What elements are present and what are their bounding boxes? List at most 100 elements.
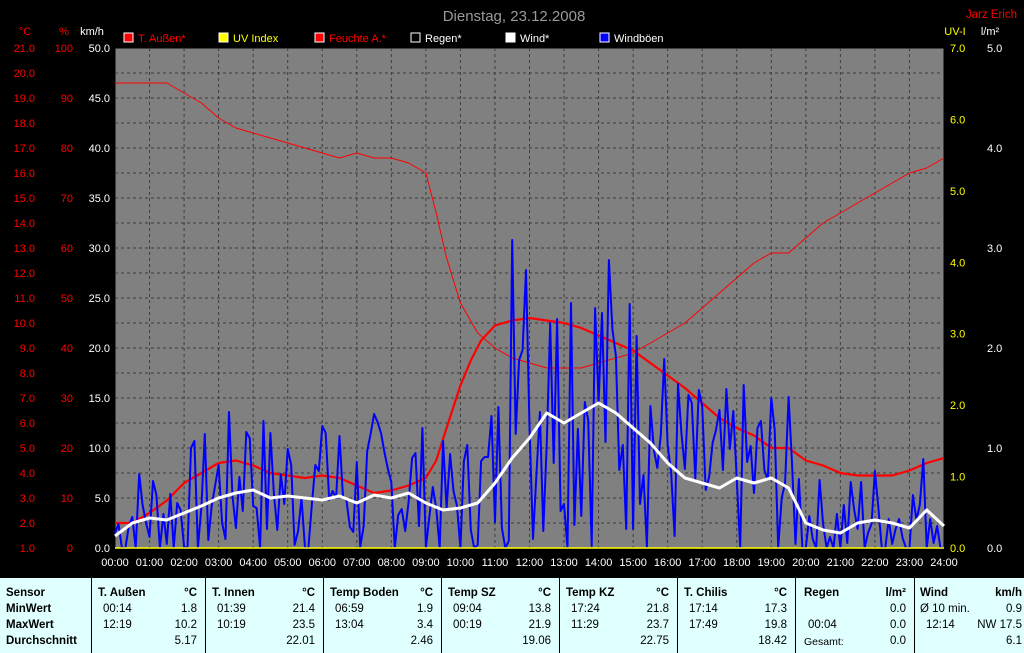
time-tick-label: 02:00 — [170, 557, 198, 569]
wind-max-time: 12:14 — [926, 619, 955, 631]
rain-tick-label: 5.0 — [987, 43, 1002, 55]
chart-title: Dienstag, 23.12.2008 — [443, 8, 586, 25]
time-tick-label: 00:00 — [101, 557, 129, 569]
min-value: 17.3 — [764, 603, 787, 615]
max-time: 12:19 — [103, 619, 132, 631]
min-value: 1.9 — [417, 603, 433, 615]
chart-legend: T. Außen* UV Index Feuchte A.* Regen* Wind* W… — [123, 32, 664, 45]
temp-tick-label: 11.0 — [14, 293, 35, 305]
legend-swatch — [314, 32, 325, 43]
wind-average: 6.1 — [1006, 635, 1022, 647]
humidity-tick-label: 10 — [61, 493, 73, 505]
wind-tick-label: 15.0 — [89, 393, 110, 405]
wind-title: Wind — [920, 587, 948, 599]
label-durchschnitt: Durchschnitt — [6, 635, 77, 647]
wind-tick-label: 25.0 — [89, 293, 110, 305]
regen-max-time: 00:04 — [808, 619, 837, 631]
time-tick-label: 01:00 — [136, 557, 164, 569]
max-value: 23.7 — [646, 619, 669, 631]
average-value: 2.46 — [410, 635, 433, 647]
time-tick-label: 12:00 — [516, 557, 544, 569]
wind-axis-unit: km/h — [80, 26, 104, 38]
rain-axis-unit: l/m² — [981, 26, 1000, 38]
humidity-tick-label: 100 — [55, 43, 73, 55]
min-time: 17:24 — [571, 603, 600, 615]
stats-column: T. Außen °C 00:14 1.8 12:19 10.2 5.17 — [92, 578, 206, 653]
temp-tick-label: 2.0 — [20, 518, 35, 530]
wind-tick-label: 0.0 — [95, 543, 110, 555]
stats-row-labels: Sensor MinWert MaxWert Durchschnitt — [0, 578, 92, 653]
rain-tick-label: 3.0 — [987, 243, 1002, 255]
stats-column: Temp KZ °C 17:24 21.8 11:29 23.7 22.75 — [560, 578, 678, 653]
temp-tick-label: 20.0 — [14, 68, 35, 80]
temp-tick-label: 7.0 — [20, 393, 35, 405]
legend-swatch — [218, 32, 229, 43]
time-tick-label: 14:00 — [585, 557, 613, 569]
max-value: 19.8 — [764, 619, 787, 631]
uv-tick-label: 6.0 — [950, 114, 965, 126]
max-value: 10.2 — [174, 619, 197, 631]
stats-column-regen: Regen l/m² 0.0 00:04 0.0 Gesamt: 0.0 — [796, 578, 915, 653]
time-tick-label: 03:00 — [205, 557, 233, 569]
wind-avg-label: Ø 10 min. — [920, 603, 970, 615]
max-time: 17:49 — [689, 619, 718, 631]
time-tick-label: 18:00 — [723, 557, 751, 569]
sensor-unit: °C — [774, 587, 787, 599]
temp-tick-label: 8.0 — [20, 368, 35, 380]
average-value: 19.06 — [522, 635, 551, 647]
humidity-tick-label: 50 — [61, 293, 73, 305]
sensor-unit: °C — [302, 587, 315, 599]
legend-swatch — [410, 32, 421, 43]
wind-tick-label: 35.0 — [89, 193, 110, 205]
temp-tick-label: 6.0 — [20, 418, 35, 430]
humidity-tick-label: 80 — [61, 143, 73, 155]
sensor-unit: °C — [538, 587, 551, 599]
legend-label: Windböen — [614, 33, 664, 45]
regen-max-value: 0.0 — [890, 619, 906, 631]
uv-tick-label: 3.0 — [950, 329, 965, 341]
temp-tick-label: 12.0 — [14, 268, 35, 280]
legend-label: UV Index — [233, 33, 279, 45]
stats-column: T. Innen °C 01:39 21.4 10:19 23.5 22.01 — [206, 578, 324, 653]
temp-tick-label: 4.0 — [20, 468, 35, 480]
time-tick-label: 09:00 — [412, 557, 440, 569]
sensor-title: T. Chilis — [684, 587, 728, 599]
time-tick-label: 04:00 — [239, 557, 267, 569]
regen-unit: l/m² — [885, 587, 906, 599]
wind-tick-label: 20.0 — [89, 343, 110, 355]
temp-axis-unit: °C — [19, 26, 31, 38]
temp-tick-label: 13.0 — [14, 243, 35, 255]
sensor-title: Temp SZ — [448, 587, 496, 599]
min-value: 21.8 — [646, 603, 669, 615]
time-tick-label: 11:00 — [482, 557, 509, 569]
min-value: 13.8 — [528, 603, 551, 615]
average-value: 22.75 — [640, 635, 669, 647]
uv-tick-label: 1.0 — [950, 472, 965, 484]
time-tick-label: 16:00 — [654, 557, 682, 569]
temp-tick-label: 9.0 — [20, 343, 35, 355]
wind-tick-label: 50.0 — [89, 43, 110, 55]
time-tick-label: 21:00 — [827, 557, 855, 569]
time-tick-label: 08:00 — [378, 557, 406, 569]
temp-tick-label: 19.0 — [14, 93, 35, 105]
legend-label: Feuchte A.* — [329, 33, 387, 45]
min-time: 09:04 — [453, 603, 482, 615]
legend-label: Wind* — [520, 33, 550, 45]
author-label: Jarz Erich — [966, 9, 1017, 21]
temp-tick-label: 16.0 — [14, 168, 35, 180]
uv-tick-label: 5.0 — [950, 186, 965, 198]
average-value: 18.42 — [758, 635, 787, 647]
temp-tick-label: 5.0 — [20, 443, 35, 455]
time-tick-label: 24:00 — [930, 557, 958, 569]
wind-avg-value: 0.9 — [1006, 603, 1022, 615]
rain-tick-label: 0.0 — [987, 543, 1002, 555]
sensor-title: T. Innen — [212, 587, 255, 599]
statistics-panel: Sensor MinWert MaxWert Durchschnitt T. A… — [0, 578, 1024, 653]
max-time: 10:19 — [217, 619, 246, 631]
time-tick-label: 15:00 — [619, 557, 647, 569]
time-tick-label: 06:00 — [308, 557, 336, 569]
uv-axis-unit: UV-I — [944, 26, 965, 38]
max-value: 21.9 — [528, 619, 551, 631]
average-value: 22.01 — [286, 635, 315, 647]
time-tick-label: 20:00 — [792, 557, 820, 569]
